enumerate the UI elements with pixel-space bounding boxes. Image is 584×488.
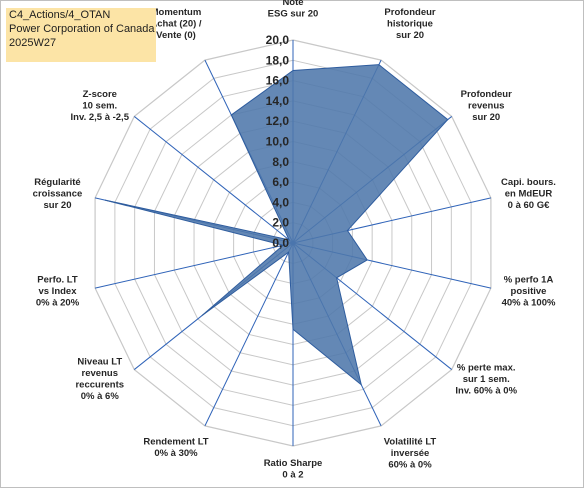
category-label: Momentum Achat (20) / Vente (0) [150,7,202,41]
category-label: Niveau LT revenus reccurents 0% à 6% [75,357,124,403]
category-label: % perfo 1A positive 40% à 100% [502,274,556,308]
category-label: Rendement LT 0% à 30% [143,436,208,459]
category-label: Régularité croissance sur 20 [33,177,83,211]
caption-line-2: Power Corporation of Canada [9,23,155,35]
caption-line-1: C4_Actions/4_OTAN [9,9,111,21]
tick-label: 6,0 [272,175,289,189]
tick-label: 8,0 [272,155,289,169]
radar-series [104,64,449,387]
category-label: Note ESG sur 20 [268,0,319,20]
axis-spoke [204,242,294,427]
tick-label: 20,0 [266,33,290,47]
tick-label: 18,0 [266,53,290,67]
tick-label: 0,0 [272,236,289,250]
category-label: Profondeur revenus sur 20 [461,89,512,123]
tick-label: 14,0 [266,94,290,108]
category-label: Profondeur historique sur 20 [384,7,435,41]
tick-label: 16,0 [266,74,290,88]
category-label: % perte max. sur 1 sem. Inv. 60% à 0% [455,362,517,396]
radar-category-labels: Note ESG sur 20 Profondeur historique sur 20… [33,0,556,481]
tick-label: 10,0 [266,135,290,149]
chart-caption-box: C4_Actions/4_OTAN Power Corporation of C… [6,8,156,62]
category-label: Capi. bours. en MdEUR 0 à 60 G€ [501,177,556,211]
category-label: Z-score 10 sem. Inv. 2,5 à -2,5 [71,89,130,123]
axis-spoke [94,242,294,289]
tick-label: 2,0 [272,216,289,230]
category-label: Perfo. LT vs Index 0% à 20% [36,274,80,308]
category-label: Ratio Sharpe 0 à 2 [264,458,323,481]
radar-tick-labels: 0,0 2,0 4,0 6,0 8,0 10,0 12,0 14,0 16,0 18,0 20,0 [266,33,290,250]
tick-label: 4,0 [272,195,289,209]
caption-line-3: 2025W27 [9,37,57,49]
axis-spoke [133,116,294,244]
category-label: Volatilité LT inversée 60% à 0% [384,436,437,470]
tick-label: 12,0 [266,114,290,128]
